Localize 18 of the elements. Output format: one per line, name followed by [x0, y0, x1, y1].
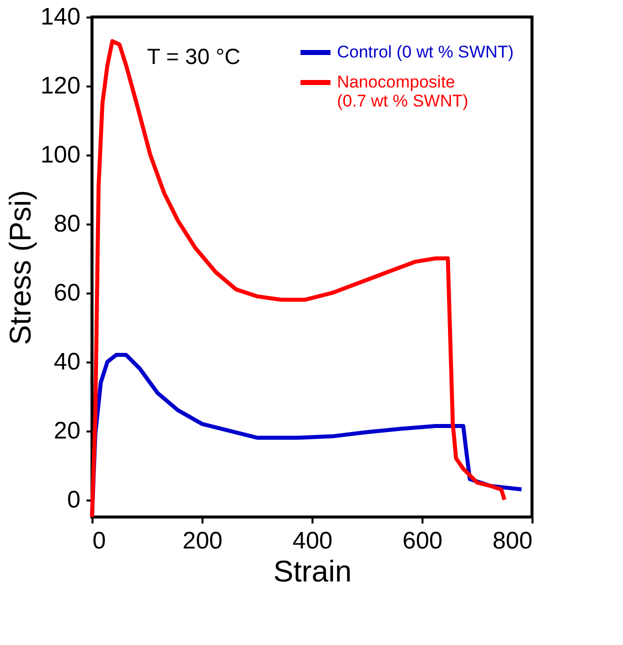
legend-label: Control (0 wt % SWNT) [337, 42, 514, 62]
y-tick-label: 40 [54, 348, 80, 376]
x-tick-label: 400 [292, 528, 333, 554]
y-axis-title: Stress (Psi) [4, 190, 38, 346]
x-axis-title: Strain [273, 556, 352, 588]
x-tick-label: 800 [492, 528, 532, 554]
y-tick-label: 120 [40, 72, 80, 100]
annotation: T = 30 °C [147, 44, 240, 69]
y-tick-label: 100 [40, 141, 80, 168]
x-tick-label: 600 [402, 528, 443, 554]
y-tick-label: 20 [54, 417, 80, 444]
y-tick-label: 60 [54, 279, 80, 306]
x-tick-label: 200 [182, 528, 223, 554]
y-tick-label: 80 [54, 210, 80, 238]
legend-label: Nanocomposite (0.7 wt % SWNT) [337, 72, 468, 110]
y-tick-label: 0 [67, 486, 80, 514]
x-tick-label: 0 [92, 528, 106, 554]
y-tick-label: 140 [40, 4, 80, 30]
